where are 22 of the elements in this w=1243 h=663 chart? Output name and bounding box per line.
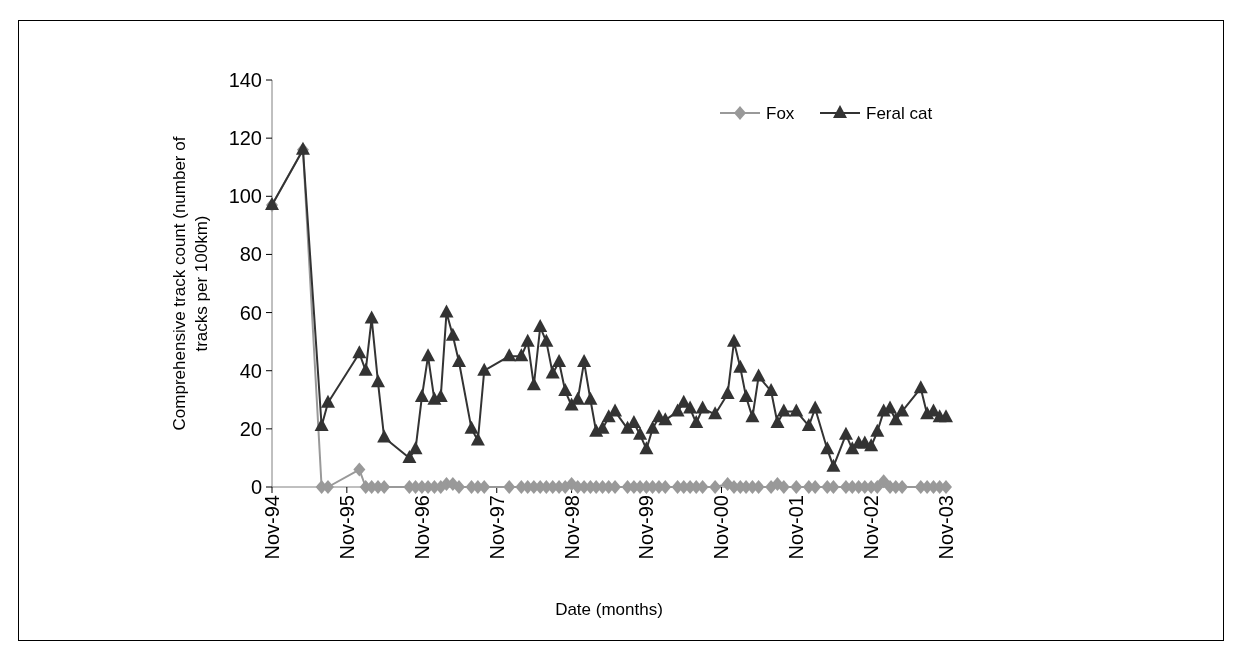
x-tick-label: Nov-99: [635, 495, 658, 560]
y-tick-label: 80: [239, 243, 262, 266]
y-tick-label: 20: [239, 417, 262, 440]
legend-label: Fox: [766, 104, 795, 123]
y-axis-title: Comprehensive track count (number of tracks per 100km): [170, 136, 211, 431]
y-tick-label: 0: [250, 476, 262, 498]
y-tick-label: 120: [228, 127, 262, 150]
y-tick-label: 140: [228, 69, 262, 91]
x-tick-label: Nov-97: [485, 495, 508, 560]
y-tick-label: 100: [228, 185, 262, 208]
x-tick-label: Nov-98: [560, 495, 583, 560]
x-tick-label: Nov-03: [935, 495, 957, 560]
x-tick-label: Nov-01: [785, 495, 808, 560]
x-tick-label: Nov-95: [335, 495, 358, 560]
x-tick-label: Nov-00: [710, 495, 733, 560]
y-tick-label: 60: [239, 301, 262, 324]
x-axis-title: Date (months): [555, 600, 663, 619]
y-tick-label: 40: [239, 359, 262, 382]
x-tick-label: Nov-96: [410, 495, 433, 560]
x-tick-label: Nov-02: [860, 495, 883, 560]
legend-label: Feral cat: [866, 104, 933, 123]
x-tick-label: Nov-94: [261, 495, 283, 560]
